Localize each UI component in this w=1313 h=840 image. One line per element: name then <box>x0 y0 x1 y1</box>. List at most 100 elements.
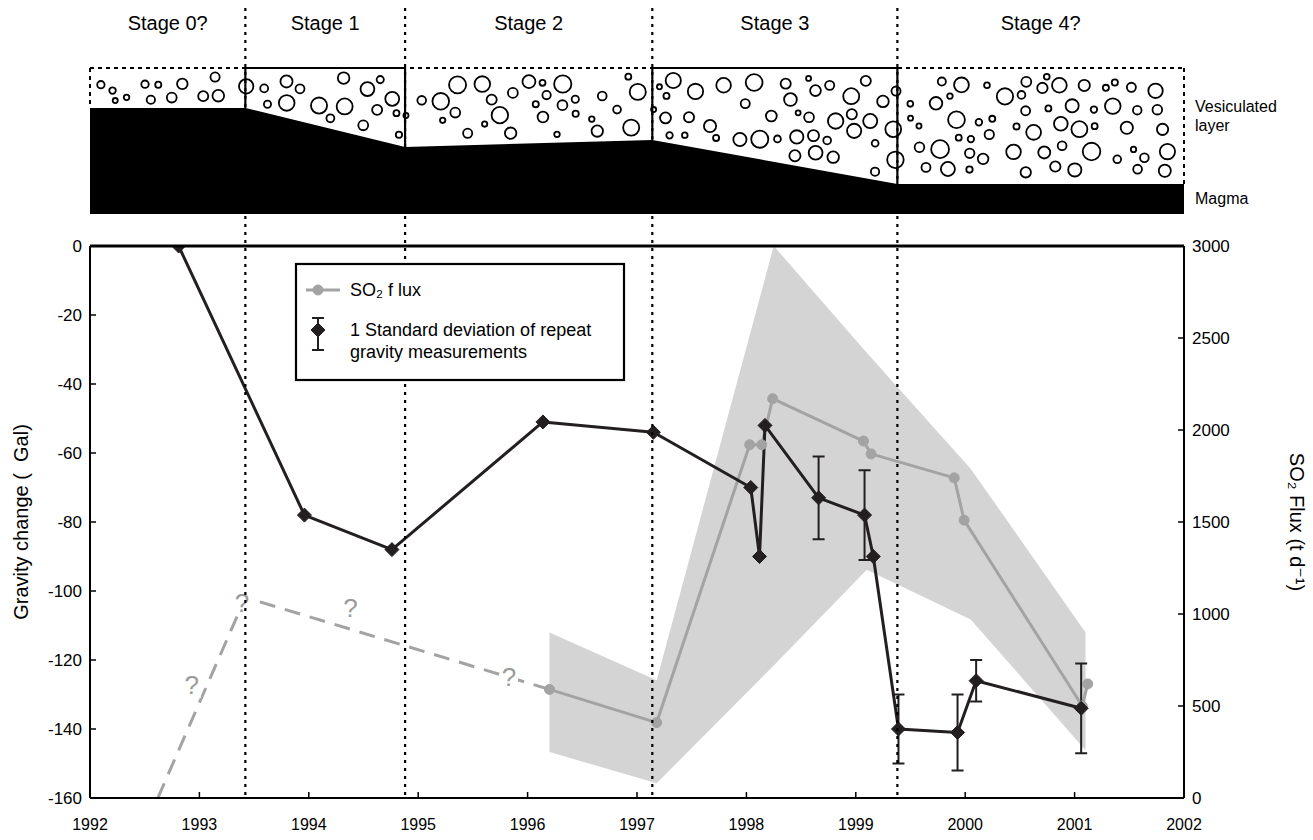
bubble <box>1045 105 1051 111</box>
bubble <box>505 127 516 138</box>
frame <box>90 245 1184 248</box>
data-point <box>959 515 969 525</box>
bubble <box>931 140 949 158</box>
legend-box <box>296 264 624 380</box>
bubble <box>554 132 560 138</box>
bubble <box>554 75 571 92</box>
y2-tick <box>1178 521 1184 523</box>
bubble <box>557 100 567 110</box>
bubble <box>463 129 472 138</box>
x-tick <box>1183 792 1185 798</box>
bubble <box>861 76 871 86</box>
data-point <box>1074 701 1088 715</box>
bubble <box>684 112 694 122</box>
x-tick-label: 1998 <box>729 816 765 833</box>
bubble <box>573 111 579 117</box>
bubble <box>1091 106 1097 112</box>
bubble <box>358 120 368 130</box>
bubble <box>377 76 384 83</box>
bubble <box>141 81 148 88</box>
y2-tick <box>1178 613 1184 615</box>
bubble <box>704 120 716 132</box>
bubble <box>774 136 781 143</box>
bubble <box>338 72 350 84</box>
bubble <box>968 136 974 142</box>
bubble <box>625 74 631 80</box>
bubble <box>810 85 821 96</box>
x-tick-label: 2001 <box>1057 816 1093 833</box>
bubble <box>1079 80 1090 91</box>
bubble <box>1038 146 1050 158</box>
y2-axis-title: SO₂ Flux (t d⁻¹) <box>1286 453 1308 591</box>
stage-boundary <box>244 8 246 798</box>
bubble <box>474 76 490 92</box>
bubble <box>361 82 375 96</box>
bubble <box>827 151 839 163</box>
bubble <box>921 163 930 172</box>
bubble <box>796 110 801 115</box>
bubble <box>432 93 449 110</box>
data-point <box>753 550 767 564</box>
bubble <box>966 166 972 172</box>
data-point <box>744 481 758 495</box>
y-tick <box>90 521 96 523</box>
x-tick-label: 1996 <box>510 816 546 833</box>
bubble <box>781 79 791 89</box>
bubble <box>907 101 913 107</box>
bubble <box>713 135 719 141</box>
bubble <box>533 101 539 107</box>
x-tick <box>308 792 310 798</box>
y-tick <box>90 797 96 799</box>
bubble <box>1105 98 1121 114</box>
bubble <box>938 78 946 86</box>
y2-tick <box>1178 705 1184 707</box>
bubble <box>746 74 763 91</box>
bubble <box>908 116 913 121</box>
bubble <box>1159 165 1171 177</box>
x-tick-label: 1995 <box>400 816 436 833</box>
bubble <box>887 152 904 169</box>
annotation: ? <box>185 670 199 700</box>
bubble <box>1112 79 1118 85</box>
bubble <box>280 75 292 87</box>
bubble <box>393 110 399 116</box>
legend: SO₂ f lux1 Standard deviation of repeatg… <box>296 264 624 380</box>
bubble <box>508 88 518 98</box>
annotation: ? <box>235 588 249 618</box>
error-bar <box>859 470 871 560</box>
bubble <box>210 72 219 81</box>
stage-label: Stage 3 <box>740 12 809 34</box>
bubble <box>976 119 983 126</box>
data-point <box>812 491 826 505</box>
range-band <box>549 246 1085 783</box>
schematic-outline <box>1183 68 1185 184</box>
bubble <box>1058 141 1067 150</box>
text-line: layer <box>1195 117 1230 134</box>
y2-tick-label: 500 <box>1192 697 1220 716</box>
y2-tick <box>1178 337 1184 339</box>
data-point <box>1083 679 1093 689</box>
legend-swatch <box>312 318 324 350</box>
x-tick <box>964 792 966 798</box>
bubble <box>985 130 994 139</box>
y-tick <box>90 659 96 661</box>
bubble <box>823 137 831 145</box>
y2-tick-label: 2500 <box>1192 329 1230 348</box>
bubble <box>337 98 353 114</box>
bubble <box>947 93 953 99</box>
y-tick-label: -160 <box>48 789 82 808</box>
bubble <box>930 97 943 110</box>
legend-swatch <box>311 323 325 337</box>
y-tick <box>90 383 96 385</box>
bubble <box>1153 105 1163 115</box>
bubble <box>1113 155 1121 163</box>
text-line: 1 Standard deviation of repeat <box>350 320 591 340</box>
legend-label: SO₂ f lux <box>350 280 421 300</box>
x-tick-label: 1992 <box>72 816 108 833</box>
bubble <box>97 81 104 88</box>
bubble <box>1127 83 1136 92</box>
y2-tick <box>1178 245 1184 247</box>
bubble <box>657 84 662 89</box>
error-bar <box>1075 663 1087 753</box>
bubble <box>540 80 546 86</box>
